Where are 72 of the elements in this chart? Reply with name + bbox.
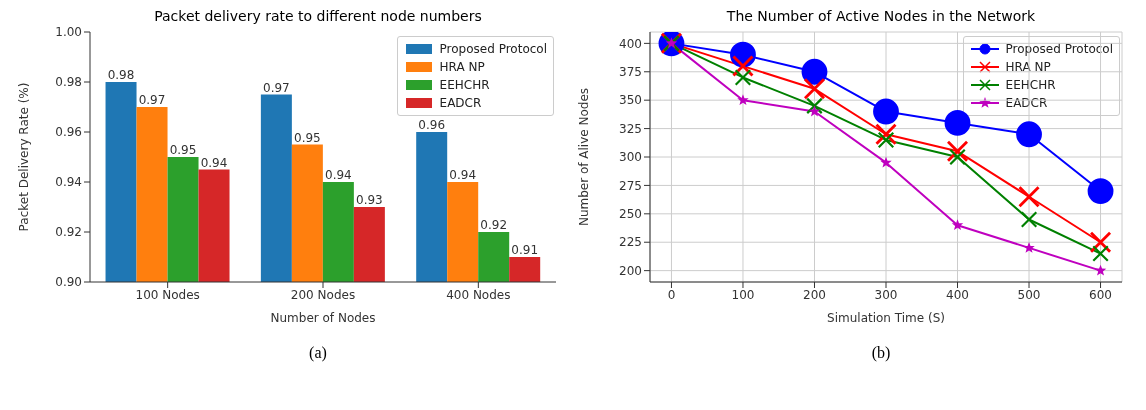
legend-label: Proposed Protocol — [1005, 41, 1113, 58]
y-tick-label: 325 — [619, 121, 642, 136]
legend-label: EEHCHR — [1005, 77, 1056, 94]
y-tick-label: 400 — [619, 36, 642, 51]
data-label: 0.94 — [449, 168, 477, 182]
y-tick-label: 225 — [619, 235, 642, 250]
data-label: 0.91 — [511, 243, 539, 257]
point — [877, 131, 895, 149]
y-tick-label: 0.92 — [55, 225, 82, 240]
x-axis-title: Number of Nodes — [270, 311, 376, 325]
point — [806, 97, 823, 115]
y-tick-label: 300 — [619, 150, 642, 165]
y-tick-label: 0.98 — [55, 75, 82, 90]
point — [1018, 185, 1040, 208]
legend-label: HRA NP — [439, 59, 485, 76]
chart-title: Packet delivery rate to different node numbers — [153, 8, 483, 24]
point — [873, 98, 899, 125]
y-tick-label: 250 — [619, 207, 642, 222]
point — [1087, 178, 1114, 205]
point — [1020, 211, 1038, 228]
point — [808, 105, 821, 117]
point — [1016, 121, 1042, 148]
legend-label: EADCR — [1005, 95, 1048, 112]
x-axis-title: Simulation Time (S) — [827, 311, 945, 325]
data-label: 0.94 — [200, 155, 228, 170]
data-label: 0.95 — [169, 143, 197, 157]
data-label: 0.93 — [356, 193, 383, 207]
x-tick-label: 400 — [946, 287, 969, 302]
data-label: 0.95 — [294, 130, 321, 145]
y-tick-label: 0.94 — [55, 175, 82, 190]
y-tick-label: 0.90 — [55, 275, 82, 290]
chart-title: The Number of Active Nodes in the Network — [725, 8, 1037, 24]
x-tick-label: 200 — [803, 287, 826, 302]
point — [949, 148, 966, 166]
legend-label: Proposed Protocol — [439, 41, 547, 58]
point — [875, 123, 897, 146]
x-tick-label: 300 — [874, 287, 898, 302]
y-tick-label: 200 — [619, 263, 642, 278]
point — [737, 94, 749, 106]
point — [1023, 241, 1035, 253]
point — [1092, 245, 1109, 262]
x-tick-label: 100 Nodes — [135, 287, 200, 302]
text: (b) — [870, 344, 892, 362]
x-tick-label: 600 — [1089, 287, 1112, 302]
point — [880, 156, 892, 168]
data-label: 0.97 — [138, 93, 166, 107]
y-tick-label: 1.00 — [55, 25, 82, 40]
y-axis-title: Packet Delivery Rate (%) — [17, 82, 32, 232]
x-tick-label: 200 Nodes — [290, 287, 356, 302]
x-tick-label: 100 — [731, 287, 755, 302]
y-tick-label: 375 — [619, 65, 642, 80]
y-axis-title: Number of Alive Nodes — [577, 87, 592, 227]
point — [734, 69, 752, 86]
point — [951, 219, 964, 231]
data-label: 0.98 — [107, 68, 135, 82]
data-label: 0.94 — [325, 168, 352, 182]
x-tick-label: 500 — [1017, 287, 1041, 302]
y-tick-label: 0.96 — [55, 125, 82, 140]
legend-label: EADCR — [439, 95, 482, 112]
text: (a) — [308, 344, 328, 362]
data-label: 0.92 — [480, 218, 508, 232]
point — [801, 58, 828, 85]
data-label: 0.96 — [418, 118, 446, 132]
y-tick-label: 275 — [619, 178, 642, 193]
legend-label: HRA NP — [1005, 59, 1051, 76]
point — [944, 109, 971, 136]
data-label: 0.97 — [263, 80, 290, 95]
legend-label: EEHCHR — [439, 77, 490, 94]
y-tick-label: 350 — [619, 93, 642, 108]
x-tick-label: 400 Nodes — [446, 287, 511, 302]
point — [803, 77, 826, 100]
x-tick-label: 0 — [667, 287, 676, 302]
